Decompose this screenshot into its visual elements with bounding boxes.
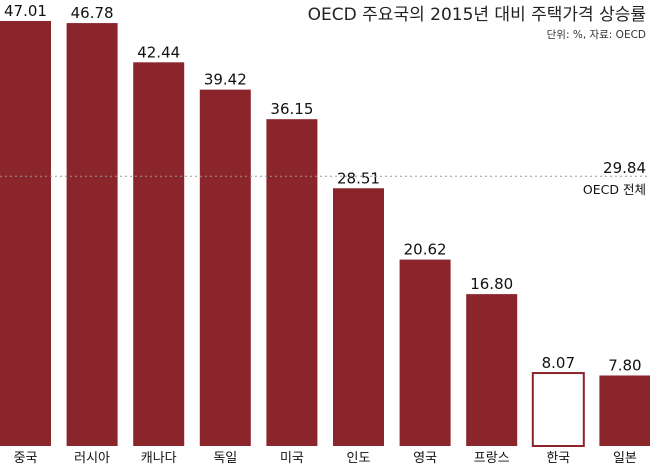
chart-subtitle: 단위: %, 자료: OECD [547,28,646,41]
value-label-8: 8.07 [542,354,575,372]
category-label-4: 미국 [280,451,304,466]
bar-7 [466,294,518,446]
value-label-5: 28.51 [337,169,380,187]
bar-8 [531,372,585,447]
category-label-6: 영국 [413,451,437,466]
category-label-7: 프랑스 [474,451,510,466]
chart-title: OECD 주요국의 2015년 대비 주택가격 상승률 [308,5,646,25]
bar-0 [0,21,51,446]
reference-label: OECD 전체 [583,182,646,197]
bar-3 [199,89,251,446]
category-label-9: 일본 [613,451,637,466]
bar-1 [66,23,118,446]
category-label-8: 한국 [546,451,570,466]
bar-5 [333,188,384,446]
category-label-5: 인도 [347,451,371,466]
value-label-3: 39.42 [204,71,247,89]
category-label-0: 중국 [14,451,38,466]
reference-line-group: 29.84 OECD 전체 [0,159,650,197]
value-label-0: 47.01 [4,2,47,20]
value-label-2: 42.44 [137,43,180,61]
value-label-6: 20.62 [404,241,447,259]
category-label-3: 독일 [213,451,237,466]
bar-4 [266,119,318,446]
bar-6 [399,259,451,446]
bar-2 [133,62,185,447]
category-label-2: 캐나다 [141,451,177,466]
value-label-4: 36.15 [270,100,313,118]
value-label-9: 7.80 [608,356,641,374]
reference-value: 29.84 [603,159,646,177]
value-label-1: 46.78 [71,4,114,22]
bar-9 [599,375,650,446]
value-label-7: 16.80 [470,275,513,293]
category-label-1: 러시아 [74,451,110,466]
